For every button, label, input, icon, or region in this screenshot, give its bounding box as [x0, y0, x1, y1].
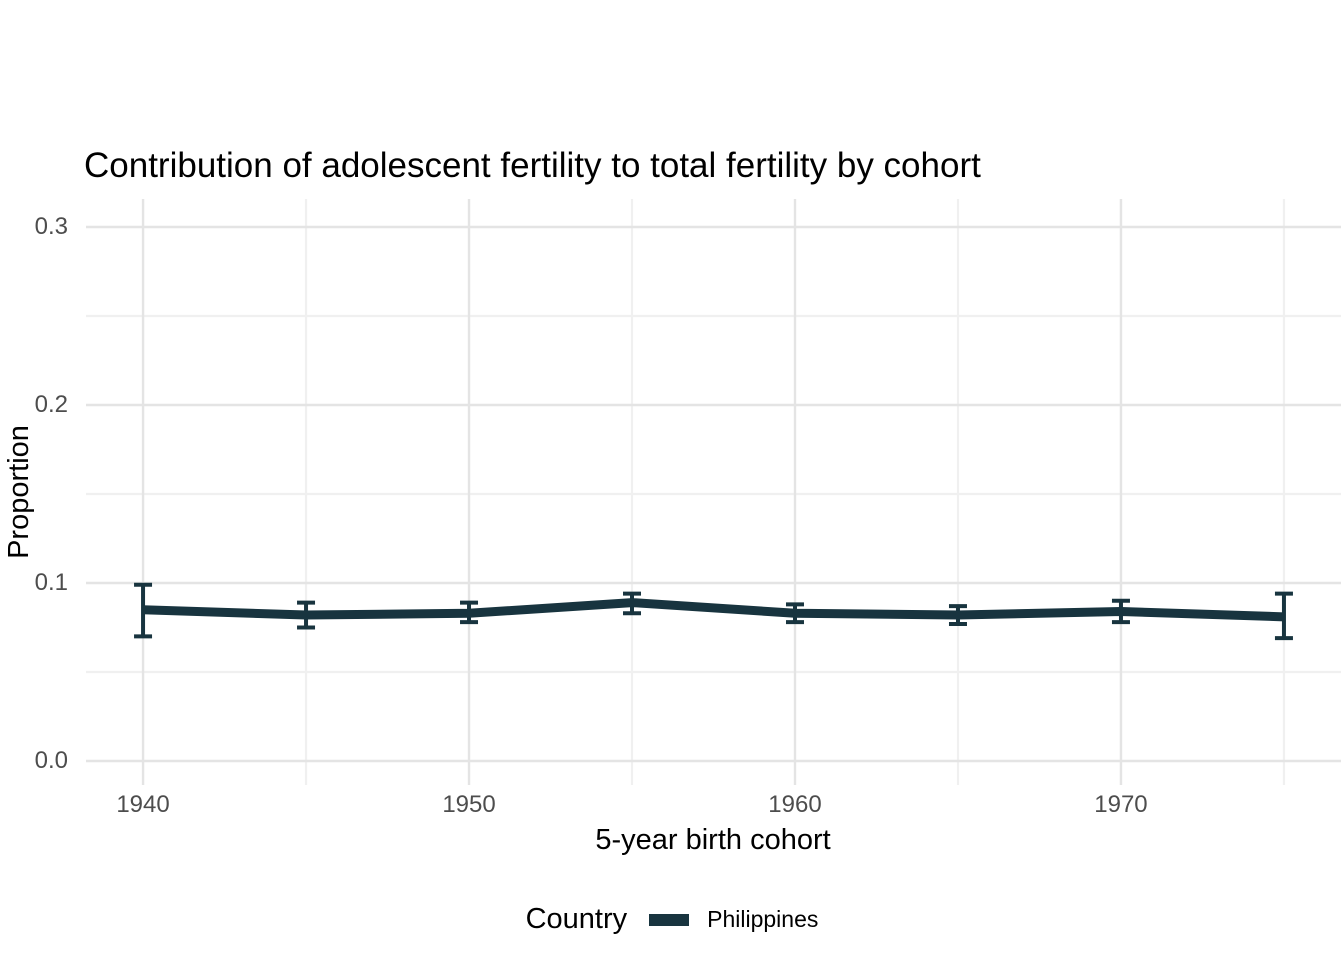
legend: Country Philippines: [0, 903, 1344, 936]
plot-canvas: [86, 199, 1341, 785]
y-tick-label-0.3: 0.3: [34, 213, 68, 240]
y-tick-label-0.1: 0.1: [34, 569, 68, 596]
y-axis-title: Proportion: [3, 425, 35, 559]
y-tick-label-0.2: 0.2: [34, 391, 68, 418]
plot-panel: [86, 199, 1341, 785]
x-tick-label-1940: 1940: [116, 791, 170, 818]
y-tick-label-0.0: 0.0: [34, 747, 68, 774]
x-tick-label-1970: 1970: [1094, 791, 1148, 818]
legend-title: Country: [525, 903, 628, 935]
legend-swatch-philippines: [649, 913, 690, 926]
x-tick-label-1950: 1950: [442, 791, 496, 818]
x-tick-label-1960: 1960: [768, 791, 822, 818]
series-line-philippines: [142, 598, 1285, 622]
legend-label-philippines: Philippines: [707, 906, 819, 932]
chart-title: Contribution of adolescent fertility to …: [84, 146, 981, 185]
x-axis-title: 5-year birth cohort: [595, 824, 831, 856]
